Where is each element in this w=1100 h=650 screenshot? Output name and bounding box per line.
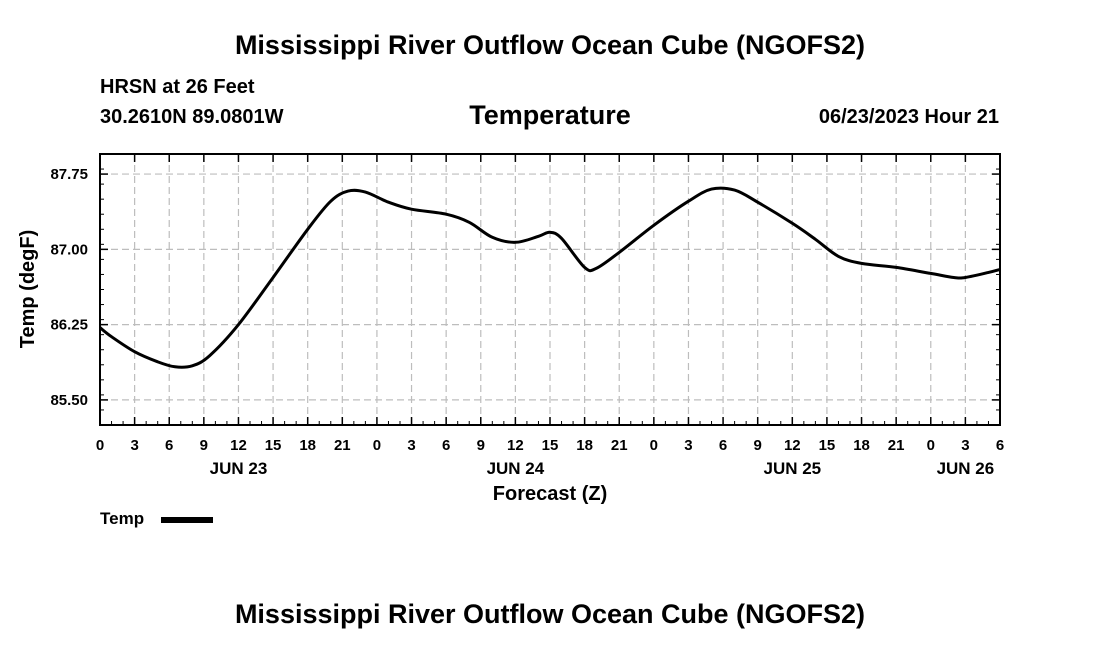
x-tick-label: 21 (334, 437, 351, 454)
footer-title: Mississippi River Outflow Ocean Cube (NG… (234, 599, 866, 629)
x-tick-label: 21 (611, 437, 628, 454)
x-day-label: JUN 25 (763, 459, 821, 478)
series-line-temp (99, 186, 1001, 369)
x-tick-label: 3 (407, 437, 415, 454)
datetime-label: 06/23/2023 Hour 21 (818, 106, 999, 128)
y-tick-label: 86.25 (50, 317, 88, 334)
grid-lines (100, 154, 1000, 425)
x-tick-label: 9 (754, 437, 762, 454)
x-day-label: JUN 24 (487, 459, 545, 478)
legend-line-swatch (161, 517, 213, 523)
x-tick-label: 6 (165, 437, 173, 454)
x-tick-label: 12 (784, 437, 801, 454)
x-tick-label: 9 (477, 437, 485, 454)
x-tick-label: 3 (130, 437, 138, 454)
y-axis-label: Temp (degF) (17, 230, 39, 349)
x-axis-label: Forecast (Z) (493, 483, 607, 505)
x-tick-label: 12 (230, 437, 247, 454)
x-tick-label: 18 (576, 437, 593, 454)
series-group (99, 186, 1001, 369)
x-tick-label: 21 (888, 437, 905, 454)
x-tick-label: 12 (507, 437, 524, 454)
x-tick-label: 15 (265, 437, 282, 454)
station-label: HRSN at 26 Feet (100, 76, 255, 98)
coordinates-label: 30.2610N 89.0801W (100, 106, 284, 128)
y-tick-label: 85.50 (50, 392, 88, 409)
x-tick-label: 18 (299, 437, 316, 454)
x-tick-label: 15 (819, 437, 836, 454)
x-tick-label: 6 (442, 437, 450, 454)
x-tick-label: 6 (996, 437, 1004, 454)
x-tick-label: 0 (96, 437, 104, 454)
variable-title: Temperature (469, 100, 631, 130)
plot-frame (99, 153, 1001, 426)
x-day-label: JUN 23 (210, 459, 268, 478)
tick-labels: 0 3 6 9 12 15 18 21 0 3 6 9 12 15 18 21 0 3 6 9 12 15 18 21 0 3 6J… (50, 166, 1004, 478)
x-tick-label: 9 (200, 437, 208, 454)
x-day-label: JUN 26 (937, 459, 995, 478)
x-tick-label: 6 (719, 437, 727, 454)
chart-title: Mississippi River Outflow Ocean Cube (NG… (234, 30, 866, 60)
x-tick-label: 3 (684, 437, 692, 454)
y-tick-label: 87.00 (50, 241, 88, 258)
x-tick-label: 3 (961, 437, 969, 454)
x-tick-label: 18 (853, 437, 870, 454)
y-tick-label: 87.75 (50, 166, 88, 183)
legend-label: Temp (100, 509, 145, 528)
x-tick-label: 15 (542, 437, 559, 454)
x-tick-label: 0 (373, 437, 381, 454)
x-tick-label: 0 (927, 437, 935, 454)
x-tick-label: 0 (650, 437, 658, 454)
temperature-chart: 0 3 6 9 12 15 18 21 0 3 6 9 12 15 18 21 0 3 6 9 12 15 18 21 0 3 6J… (17, 153, 1004, 505)
